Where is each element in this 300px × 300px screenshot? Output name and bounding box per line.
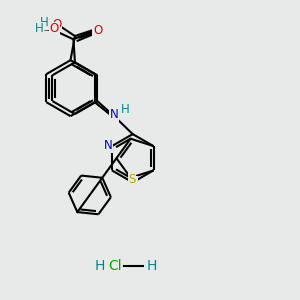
Text: H: H — [40, 16, 48, 29]
Text: H: H — [146, 259, 157, 273]
Text: H: H — [122, 106, 130, 119]
Text: O: O — [93, 24, 102, 37]
Text: N: N — [104, 139, 112, 152]
Text: H: H — [34, 22, 43, 35]
Text: S: S — [128, 173, 136, 186]
Text: N: N — [110, 111, 118, 124]
Text: H: H — [121, 103, 130, 116]
Text: Cl: Cl — [108, 259, 122, 273]
Text: H: H — [94, 259, 104, 273]
Text: O: O — [94, 22, 103, 35]
Text: N: N — [110, 109, 119, 122]
Text: O: O — [50, 22, 59, 35]
Text: O: O — [52, 18, 62, 31]
Text: N: N — [128, 176, 137, 190]
